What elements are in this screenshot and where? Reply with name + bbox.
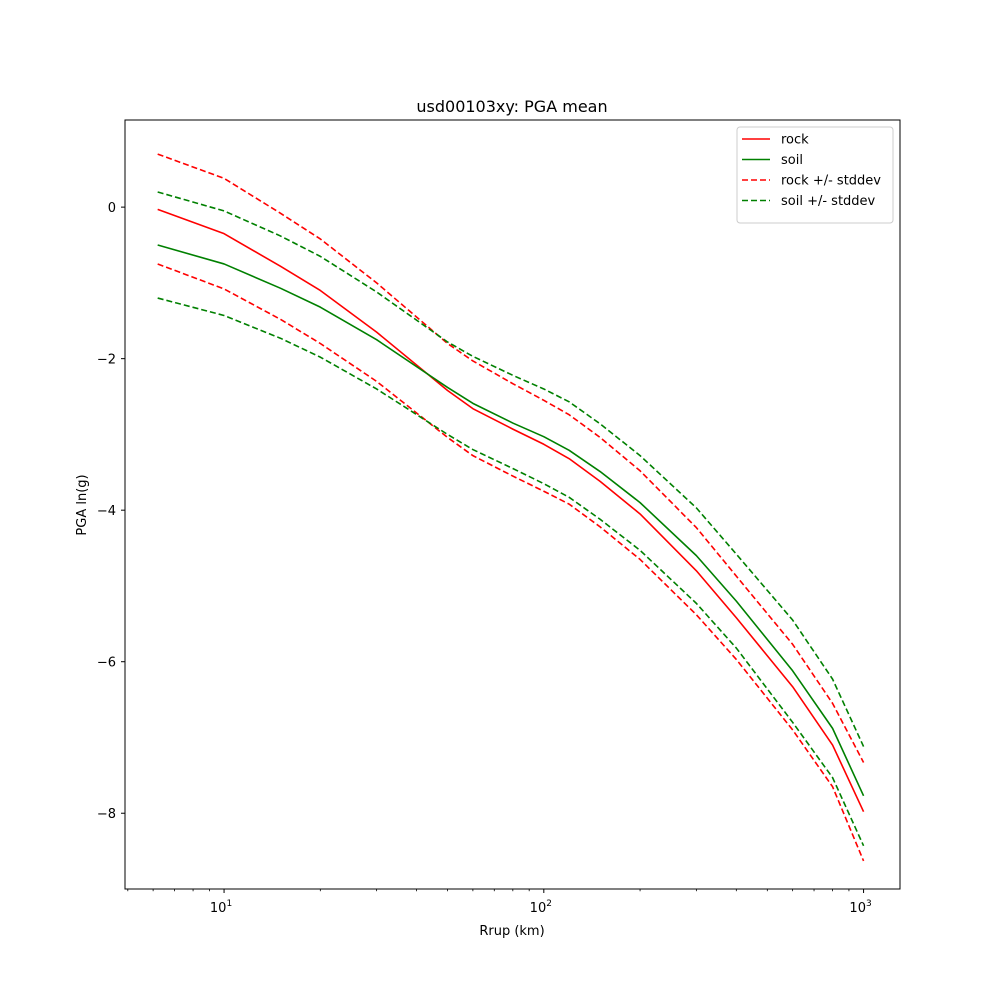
y-tick-label-4: −8	[97, 807, 116, 822]
series-line-5	[157, 297, 865, 847]
legend-label-2: rock +/- stddev	[781, 174, 881, 189]
x-tick-exponent-1: 2	[546, 899, 552, 909]
x-tick-exponent-0: 1	[226, 899, 232, 909]
y-tick-label-2: −4	[97, 504, 116, 519]
plot-lines	[157, 153, 865, 862]
series-line-2	[157, 153, 865, 763]
legend-label-3: soil +/- stddev	[781, 194, 876, 209]
legend-label-0: rock	[781, 133, 809, 148]
y-tick-label-0: 0	[108, 201, 116, 216]
legend: rock soil rock +/- stddev soil +/- stddev	[736, 126, 894, 224]
series-line-0	[157, 208, 865, 813]
x-axis-label: Rrup (km)	[479, 924, 544, 939]
y-tick-label-3: −6	[97, 656, 116, 671]
legend-box	[736, 126, 894, 224]
legend-label-1: soil	[781, 153, 803, 168]
series-line-3	[157, 263, 865, 862]
chart-title: usd00103xy: PGA mean	[416, 97, 607, 116]
series-line-1	[157, 244, 865, 797]
y-axis-label: PGA ln(g)	[75, 474, 90, 535]
series-line-4	[157, 191, 865, 747]
x-tick-exponent-2: 3	[866, 899, 872, 909]
y-tick-label-1: −2	[97, 353, 116, 368]
y-axis: 0 −2 −4 −6 −8	[97, 201, 125, 822]
